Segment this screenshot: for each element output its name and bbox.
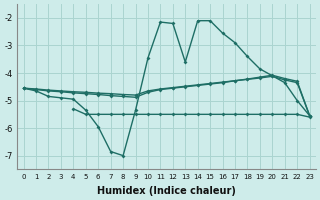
- X-axis label: Humidex (Indice chaleur): Humidex (Indice chaleur): [97, 186, 236, 196]
